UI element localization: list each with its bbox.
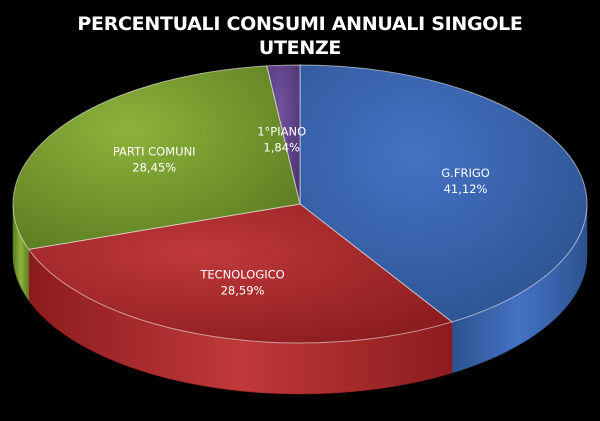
chart-title: PERCENTUALI CONSUMI ANNUALI SINGOLE UTEN… xyxy=(60,12,540,60)
pie-slice-g-frigo xyxy=(299,64,588,323)
pie-slice-tecnologico xyxy=(27,203,454,344)
slice-label-g-frigo: G.FRIGO xyxy=(441,166,490,180)
pie-slice-parti-comuni xyxy=(12,65,301,250)
chart-title-line-2: UTENZE xyxy=(258,37,342,59)
slice-label-1-piano: 1°PIANO xyxy=(257,125,306,139)
pie-top-faces xyxy=(12,64,588,344)
chart-title-line-1: PERCENTUALI CONSUMI ANNUALI SINGOLE xyxy=(77,13,523,35)
pie-labels: G.FRIGO 41,12% TECNOLOGICO 28,59% PARTI COMU… xyxy=(113,125,490,298)
slice-value-tecnologico: 28,59% xyxy=(221,284,265,298)
slice-label-parti-comuni: PARTI COMUNI xyxy=(113,145,196,159)
slice-value-1-piano: 1,84% xyxy=(263,141,300,155)
slice-value-g-frigo: 41,12% xyxy=(444,182,488,196)
slice-value-parti-comuni: 28,45% xyxy=(132,161,176,175)
pie-slice-1-piano xyxy=(266,64,301,205)
slice-label-tecnologico: TECNOLOGICO xyxy=(199,268,284,282)
